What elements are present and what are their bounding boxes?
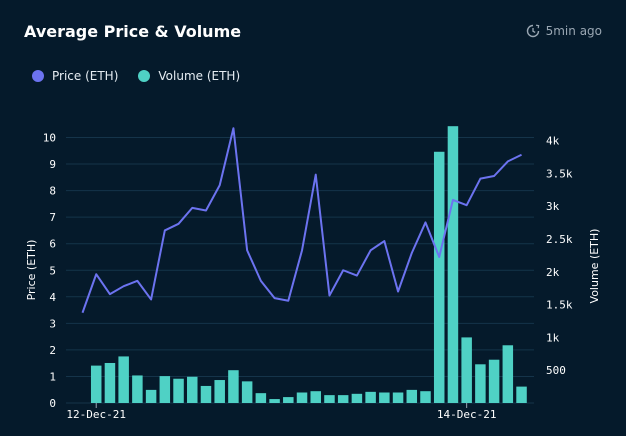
- volume-bar: [379, 392, 390, 403]
- y-right-tick-label: 3.5k: [546, 167, 573, 180]
- legend-item-price[interactable]: Price (ETH): [32, 69, 118, 83]
- y-right-tick-label: 3k: [546, 200, 560, 213]
- y-right-tick-label: 4k: [546, 135, 560, 148]
- volume-bar: [118, 356, 129, 403]
- volume-bar: [351, 393, 363, 403]
- updated-text: 5min ago: [545, 24, 602, 38]
- y-left-tick-label: 6: [49, 238, 56, 251]
- volume-bar: [200, 385, 212, 403]
- last-updated: 5min ago: [526, 24, 602, 38]
- y-left-tick-label: 10: [43, 132, 56, 145]
- y-left-tick-label: 2: [49, 344, 56, 357]
- volume-bar: [241, 381, 253, 403]
- volume-bar: [420, 391, 431, 403]
- legend-price-label: Price (ETH): [52, 69, 119, 83]
- y-left-tick-label: 1: [49, 370, 56, 383]
- y-right-tick-label: 500: [546, 364, 566, 377]
- legend-volume-swatch: [138, 70, 151, 82]
- y-left-tick-label: 4: [49, 291, 56, 304]
- volume-bar: [214, 380, 225, 403]
- volume-bar: [228, 370, 239, 403]
- volume-bar: [132, 375, 143, 403]
- y-right-tick-label: 2.5k: [546, 233, 573, 246]
- volume-bar: [90, 365, 102, 403]
- volume-bar: [433, 151, 445, 403]
- volume-bar: [392, 392, 404, 403]
- volume-bar: [324, 395, 335, 403]
- refresh-clock-icon: [526, 24, 540, 38]
- volume-bar: [365, 391, 376, 403]
- volume-bar: [159, 376, 171, 403]
- volume-bar: [461, 337, 472, 403]
- y-left-tick-label: 7: [49, 211, 56, 224]
- y-right-tick-label: 1k: [546, 331, 560, 344]
- volume-bar: [283, 397, 294, 403]
- volume-bar: [406, 389, 418, 403]
- y-left-tick-label: 8: [49, 185, 56, 198]
- volume-bar: [173, 378, 184, 403]
- volume-bar: [475, 364, 486, 403]
- y-left-tick-label: 5: [49, 264, 56, 277]
- y-right-tick-label: 1.5k: [546, 299, 573, 312]
- volume-bar: [488, 359, 500, 403]
- volume-bar: [310, 391, 321, 403]
- volume-bar: [187, 376, 198, 403]
- legend: Price (ETH) Volume (ETH): [32, 69, 240, 83]
- y-left-tick-label: 9: [49, 158, 56, 171]
- y-right-axis-title: Volume (ETH): [588, 229, 601, 304]
- x-tick-label: 14-Dec-21: [437, 408, 497, 421]
- volume-bar: [104, 362, 116, 403]
- legend-volume-label: Volume (ETH): [158, 69, 241, 83]
- legend-item-volume[interactable]: Volume (ETH): [138, 69, 240, 83]
- y-right-tick-label: 2k: [546, 266, 560, 279]
- legend-price-swatch: [32, 70, 44, 82]
- chart-title: Average Price & Volume: [24, 22, 242, 41]
- volume-bar: [447, 126, 459, 403]
- volume-bar: [337, 395, 349, 403]
- volume-bar: [516, 386, 527, 403]
- y-left-axis-title: Price (ETH): [25, 240, 38, 301]
- price-line: [81, 127, 522, 314]
- y-left-tick-label: 0: [49, 397, 56, 410]
- x-tick-label: 12-Dec-21: [66, 408, 126, 421]
- volume-bar: [255, 393, 267, 403]
- volume-bar: [145, 389, 157, 403]
- volume-bar: [502, 345, 514, 403]
- y-left-tick-label: 3: [49, 317, 56, 330]
- volume-bar: [269, 399, 280, 403]
- volume-bar: [296, 392, 308, 403]
